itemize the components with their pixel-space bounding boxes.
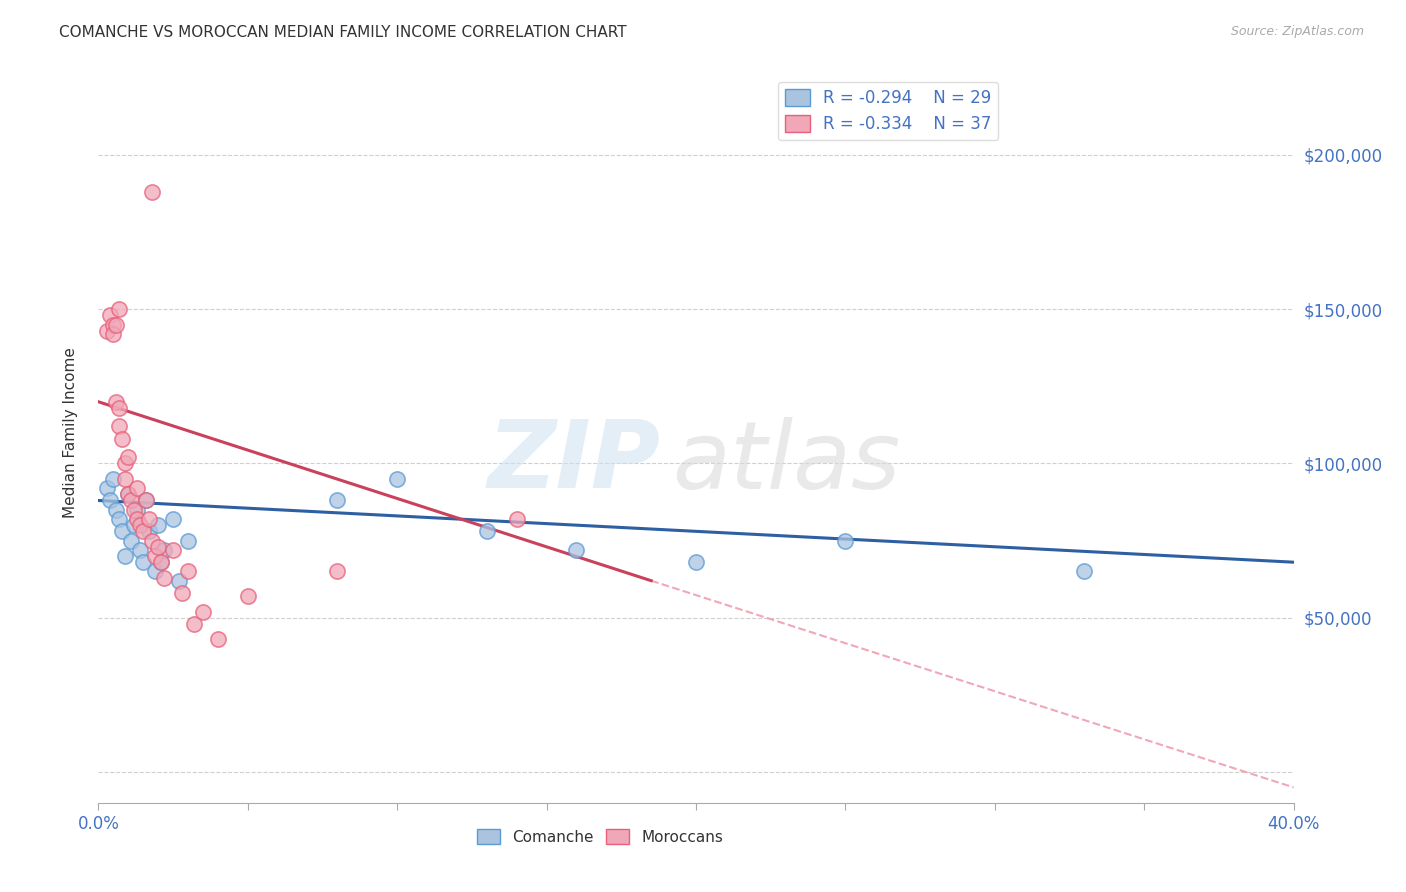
Point <box>117 487 139 501</box>
Point <box>153 542 176 557</box>
Point <box>114 472 136 486</box>
Point <box>105 318 128 332</box>
Point <box>103 326 125 341</box>
Point <box>150 555 173 569</box>
Point <box>127 512 149 526</box>
Point <box>177 533 200 548</box>
Point <box>132 524 155 539</box>
Point <box>475 524 498 539</box>
Point <box>114 549 136 563</box>
Point <box>191 605 214 619</box>
Point <box>565 542 588 557</box>
Point <box>153 571 176 585</box>
Point <box>96 481 118 495</box>
Point <box>108 401 131 415</box>
Point <box>1073 565 1095 579</box>
Point <box>506 512 529 526</box>
Point <box>105 394 128 409</box>
Point <box>148 540 170 554</box>
Point <box>685 555 707 569</box>
Text: atlas: atlas <box>672 417 900 508</box>
Point <box>111 524 134 539</box>
Point <box>98 309 122 323</box>
Point <box>124 518 146 533</box>
Point <box>96 324 118 338</box>
Point <box>326 565 349 579</box>
Point <box>141 533 163 548</box>
Point <box>167 574 190 588</box>
Y-axis label: Median Family Income: Median Family Income <box>63 347 77 518</box>
Point <box>120 533 142 548</box>
Point <box>105 502 128 516</box>
Point <box>127 481 149 495</box>
Point <box>207 632 229 647</box>
Point <box>141 185 163 199</box>
Text: COMANCHE VS MOROCCAN MEDIAN FAMILY INCOME CORRELATION CHART: COMANCHE VS MOROCCAN MEDIAN FAMILY INCOM… <box>59 25 627 40</box>
Point <box>162 512 184 526</box>
Point <box>108 512 131 526</box>
Point <box>150 555 173 569</box>
Point <box>132 555 155 569</box>
Point <box>98 493 122 508</box>
Text: Source: ZipAtlas.com: Source: ZipAtlas.com <box>1230 25 1364 38</box>
Point <box>129 518 152 533</box>
Point <box>385 472 409 486</box>
Point <box>124 502 146 516</box>
Point <box>103 472 125 486</box>
Point <box>114 457 136 471</box>
Point <box>108 419 131 434</box>
Point <box>127 502 149 516</box>
Point <box>834 533 856 548</box>
Text: ZIP: ZIP <box>488 417 661 508</box>
Point <box>103 318 125 332</box>
Point <box>135 493 157 508</box>
Point <box>172 586 194 600</box>
Point <box>148 518 170 533</box>
Legend: Comanche, Moroccans: Comanche, Moroccans <box>471 822 730 851</box>
Point <box>138 524 160 539</box>
Point <box>183 616 205 631</box>
Point <box>120 493 142 508</box>
Point <box>177 565 200 579</box>
Point <box>236 589 259 603</box>
Point <box>143 565 166 579</box>
Point <box>108 302 131 317</box>
Point <box>135 493 157 508</box>
Point <box>117 487 139 501</box>
Point <box>111 432 134 446</box>
Point <box>129 542 152 557</box>
Point <box>143 549 166 563</box>
Point <box>117 450 139 465</box>
Point <box>162 542 184 557</box>
Point <box>138 512 160 526</box>
Point <box>326 493 349 508</box>
